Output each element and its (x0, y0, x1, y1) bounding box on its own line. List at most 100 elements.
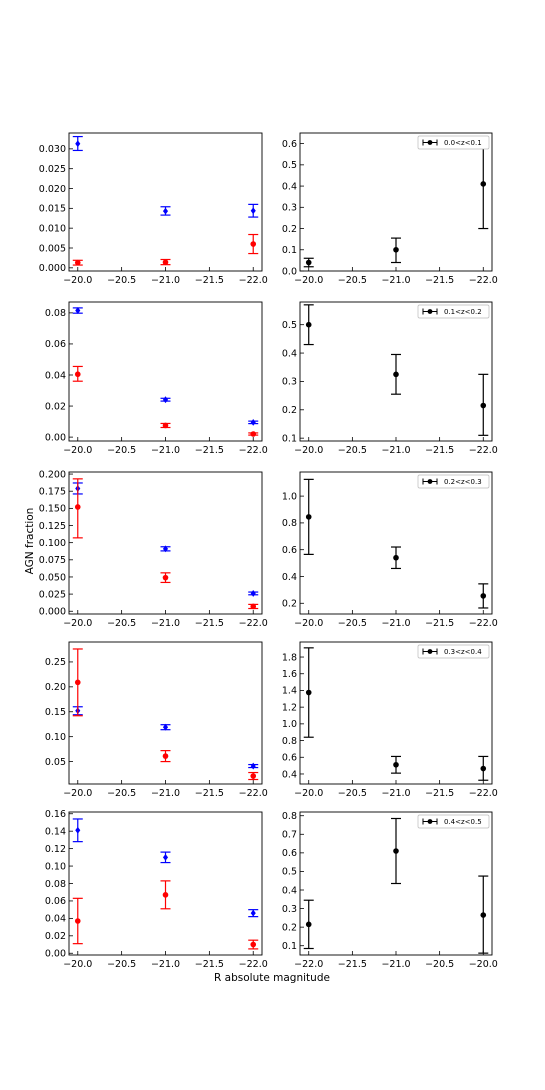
data-point-circle (162, 259, 169, 266)
legend: 0.4<z<0.5 (417, 814, 490, 829)
legend-marker (427, 140, 433, 145)
x-tick-label: −21.5 (195, 959, 224, 970)
x-tick-label: −20.0 (63, 618, 92, 629)
data-point-circle (74, 504, 81, 510)
x-tick-label: −21.5 (195, 445, 224, 456)
data-point-circle (393, 371, 399, 378)
plot-frame (68, 301, 263, 442)
y-tick-label: 0.8 (282, 518, 297, 529)
legend-frame (417, 304, 490, 319)
x-tick-label: −22.0 (239, 618, 268, 629)
x-tick-label: −20.5 (107, 618, 136, 629)
x-tick-label: −20.5 (338, 788, 367, 799)
data-point-circle (480, 593, 487, 599)
x-tick-label: −20.0 (294, 445, 323, 456)
x-tick-label: −20.5 (338, 618, 367, 629)
x-tick-label: −22.0 (239, 959, 268, 970)
legend-label: 0.4<z<0.5 (444, 818, 482, 826)
data-point-diamond (250, 762, 256, 770)
y-tick-label: 0.2 (282, 922, 297, 933)
panel-right-1: −20.0 −20.5 −21.0 −21.5 −22.0 0.0 0.1 0.2 0.3 0.4… (282, 132, 498, 286)
y-tick-label: 0.10 (45, 861, 66, 872)
x-tick-label: −21.0 (381, 275, 410, 286)
x-tick-label: −20.5 (107, 959, 136, 970)
panel-left-2: −20.0 −20.5 −21.0 −21.5 −22.0 0.00 0.02 0.04 0.0… (45, 301, 268, 456)
y-tick-label: 0.015 (39, 204, 66, 215)
x-tick-label: −20.5 (338, 445, 367, 456)
x-tick-label: −21.0 (381, 618, 410, 629)
y-tick-label: 0.8 (282, 736, 297, 747)
x-tick-label: −21.5 (425, 275, 454, 286)
legend: 0.0<z<0.1 (417, 135, 490, 150)
legend-frame (417, 814, 490, 829)
x-tick-label: −22.0 (239, 788, 268, 799)
x-tick-label: −20.0 (63, 959, 92, 970)
y-tick-label: 1.2 (282, 702, 297, 713)
data-point-circle (162, 574, 169, 581)
data-point-circle (74, 371, 81, 378)
x-tick-label: −21.0 (151, 959, 180, 970)
y-tick-label: 0.05 (45, 757, 66, 768)
legend-marker (427, 649, 433, 654)
y-tick-label: 0.06 (45, 339, 66, 350)
x-tick-label: −20.5 (107, 788, 136, 799)
x-tick-label: −21.0 (151, 445, 180, 456)
data-point-diamond (250, 909, 256, 917)
y-tick-label: 0.0 (282, 266, 297, 277)
y-tick-label: 0.5 (282, 867, 297, 878)
legend-frame (417, 644, 490, 659)
y-tick-label: 0.6 (282, 848, 297, 859)
y-tick-label: 0.3 (282, 203, 297, 214)
panel-left-1: −20.0 −20.5 −21.0 −21.5 −22.0 0.000 0.005 0.010… (39, 132, 268, 286)
y-tick-label: 0.000 (39, 607, 66, 618)
plot-frame (68, 641, 263, 785)
y-tick-label: 0.08 (45, 879, 66, 890)
data-point-circle (480, 912, 487, 918)
data-point-circle (74, 679, 81, 686)
y-tick-label: 0.1 (282, 245, 297, 256)
plot-frame (68, 132, 263, 272)
y-tick-label: 0.075 (39, 555, 66, 566)
panel-right-3: −20.0 −20.5 −21.0 −21.5 −22.0 0.2 0.4 0.6 0.8 1.0… (282, 471, 498, 629)
shared-x-label: R absolute magnitude (214, 972, 330, 984)
data-point-circle (305, 259, 312, 266)
legend-marker (427, 819, 433, 824)
x-tick-label: −22.0 (239, 275, 268, 286)
data-point-circle (305, 921, 312, 928)
plot-frame (299, 471, 493, 615)
data-point-circle (393, 761, 399, 768)
data-point-circle (480, 181, 487, 187)
x-tick-label: −22.0 (239, 445, 268, 456)
x-tick-label: −20.0 (63, 445, 92, 456)
data-point-circle (305, 689, 312, 696)
y-tick-label: 0.08 (45, 308, 66, 319)
data-point-diamond (162, 853, 169, 861)
data-point-diamond (75, 826, 81, 834)
y-tick-label: 1.0 (282, 491, 297, 502)
y-tick-label: 0.200 (39, 469, 66, 480)
y-tick-label: 0.14 (45, 826, 66, 837)
legend-marker (427, 479, 433, 484)
y-tick-label: 0.00 (45, 949, 66, 960)
data-point-diamond (250, 207, 256, 215)
x-tick-label: −22.0 (294, 959, 323, 970)
legend-label: 0.2<z<0.3 (444, 478, 482, 486)
data-point-circle (305, 514, 312, 520)
y-tick-label: 1.8 (282, 652, 297, 663)
panel-right-5: −22.0 −21.5 −21.0 −20.5 −20.0 0.1 0.2 0.3 0.4 0.5… (282, 811, 498, 970)
data-point-circle (74, 259, 81, 266)
panel-right-4: −20.0 −20.5 −21.0 −21.5 −22.0 0.4 0.6 0.8 1.0 1.2… (282, 641, 498, 799)
y-tick-label: 0.6 (282, 545, 297, 556)
data-point-circle (305, 321, 312, 328)
x-tick-label: −21.0 (381, 445, 410, 456)
y-tick-label: 0.005 (39, 243, 66, 254)
data-point-circle (162, 892, 169, 898)
data-point-diamond (250, 418, 256, 426)
data-point-diamond (162, 396, 169, 404)
y-tick-label: 0.20 (45, 682, 66, 693)
x-tick-label: −21.0 (151, 618, 180, 629)
data-point-circle (393, 246, 399, 253)
legend-frame (417, 474, 490, 489)
y-tick-label: 1.4 (282, 686, 297, 697)
panel-left-5: −20.0 −20.5 −21.0 −21.5 −22.0 0.00 0.02 0.04 0.0… (45, 809, 268, 970)
